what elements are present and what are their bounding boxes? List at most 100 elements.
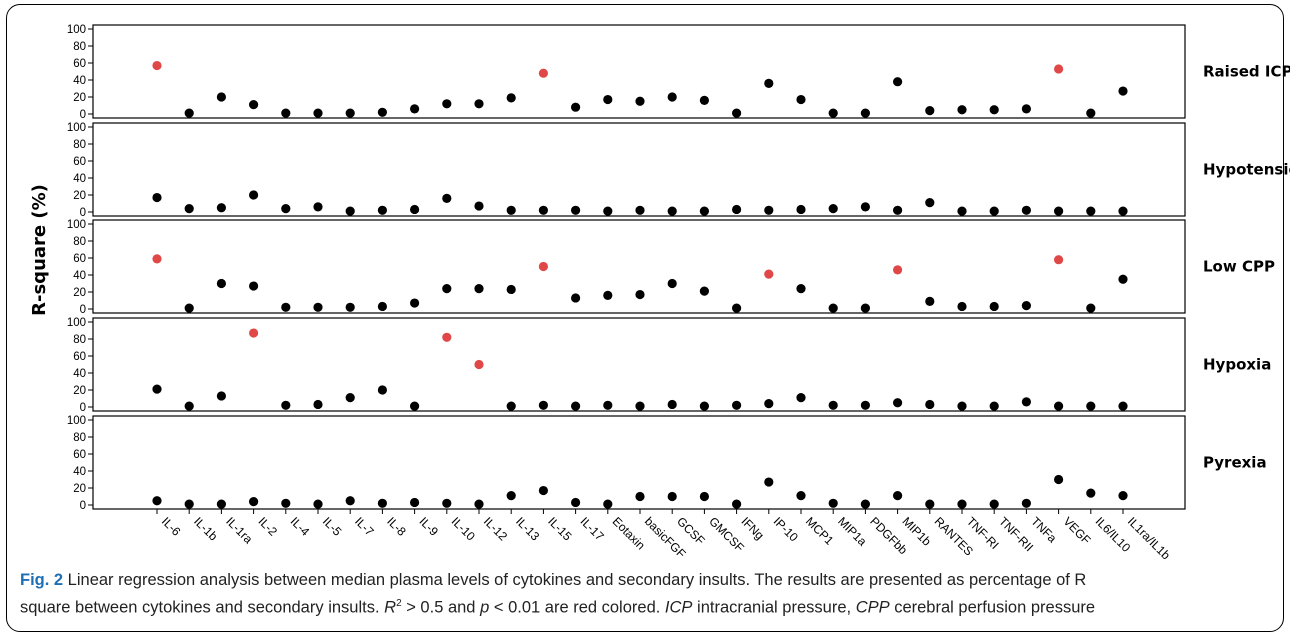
data-point-IL-8 bbox=[377, 301, 387, 312]
y-tick-label: 80 bbox=[73, 432, 86, 444]
data-point-IL6/IL10 bbox=[1086, 303, 1096, 313]
data-point-IL-12 bbox=[474, 201, 484, 211]
data-point-basicFGF bbox=[635, 205, 645, 215]
data-point-IL-12 bbox=[474, 359, 484, 370]
caption-line2a: square between cytokines and secondary i… bbox=[20, 598, 385, 617]
data-point-GMCSF bbox=[699, 286, 710, 296]
data-point-MCP1 bbox=[796, 393, 806, 403]
data-point-IL-13 bbox=[506, 284, 516, 295]
data-point-IL-2 bbox=[249, 497, 259, 507]
data-point-MIP1b bbox=[893, 265, 903, 275]
data-point-GCSF bbox=[667, 206, 677, 216]
x-tick-label: MIP1a bbox=[835, 514, 870, 549]
data-point-basicFGF bbox=[635, 401, 645, 411]
data-point-IL-9 bbox=[410, 497, 420, 508]
data-point-IL-9 bbox=[410, 401, 420, 411]
panel-frame bbox=[92, 317, 1186, 412]
data-point-IL-1ra bbox=[216, 203, 226, 213]
panel-raised-icp: 0 20 40 60 80 100 Raised ICP bbox=[67, 24, 1290, 121]
data-point-MIP1b bbox=[893, 398, 903, 408]
panel-low-cpp: 0 20 40 60 80 100 Low CPP bbox=[67, 219, 1275, 316]
x-tick-label: IL-13 bbox=[513, 514, 542, 543]
data-point-PDGFbb bbox=[860, 499, 871, 509]
data-point-IFNg bbox=[732, 400, 742, 410]
data-point-TNF-RII bbox=[989, 401, 999, 411]
data-point-TNFa bbox=[1021, 397, 1031, 407]
y-tick-label: 60 bbox=[73, 156, 86, 168]
data-point-IP-10 bbox=[764, 78, 774, 88]
data-point-TNFa bbox=[1021, 205, 1031, 215]
data-point-GCSF bbox=[667, 92, 677, 102]
data-point-IL-17 bbox=[571, 293, 581, 303]
data-point-PDGFbb bbox=[860, 400, 871, 410]
data-point-IL-6 bbox=[152, 496, 162, 506]
data-point-RANTES bbox=[925, 198, 935, 208]
data-point-IL-7 bbox=[345, 393, 355, 403]
data-point-IL-5 bbox=[313, 202, 323, 212]
data-point-IP-10 bbox=[764, 477, 774, 487]
data-point-IL-10 bbox=[442, 332, 452, 342]
data-point-IL-8 bbox=[377, 205, 387, 215]
data-point-IL-9 bbox=[410, 104, 420, 114]
y-tick-label: 0 bbox=[80, 304, 86, 316]
data-point-MIP1a bbox=[828, 108, 838, 118]
data-point-MIP1a bbox=[828, 498, 838, 508]
data-point-VEGF bbox=[1054, 474, 1064, 485]
y-tick-label: 20 bbox=[73, 385, 86, 397]
data-point-basicFGF bbox=[635, 491, 645, 502]
y-tick-label: 100 bbox=[67, 415, 86, 427]
data-point-IFNg bbox=[732, 108, 742, 118]
data-point-IL-7 bbox=[345, 496, 355, 506]
data-point-GMCSF bbox=[699, 95, 710, 105]
y-axis-label: R-square (%) bbox=[29, 184, 50, 316]
y-tick-label: 40 bbox=[73, 466, 86, 478]
data-point-IFNg bbox=[732, 303, 742, 313]
data-point-IL-10 bbox=[442, 498, 452, 508]
data-point-IL-7 bbox=[345, 302, 355, 312]
data-point-MIP1b bbox=[893, 205, 903, 215]
data-point-GCSF bbox=[667, 491, 677, 502]
data-point-IL-10 bbox=[442, 193, 452, 203]
y-tick-label: 40 bbox=[73, 368, 86, 380]
data-point-IL-4 bbox=[281, 302, 291, 312]
y-tick-label: 20 bbox=[73, 483, 86, 495]
y-tick-label: 20 bbox=[73, 92, 86, 104]
y-tick-label: 20 bbox=[73, 190, 86, 202]
data-point-IL-1ra bbox=[216, 278, 226, 289]
data-point-IP-10 bbox=[764, 269, 774, 279]
data-point-Eotaxin bbox=[603, 94, 613, 105]
data-point-IL-1b bbox=[184, 401, 194, 411]
data-point-IL-6 bbox=[152, 192, 162, 203]
data-point-IL-5 bbox=[313, 108, 323, 118]
y-tick-label: 60 bbox=[73, 253, 86, 265]
data-point-IL-15 bbox=[538, 485, 549, 496]
data-point-IL1ra/IL1b bbox=[1118, 274, 1128, 284]
y-tick-label: 20 bbox=[73, 287, 86, 299]
x-tick-labels: IL-6 IL-1b IL-1ra IL-2 IL-4 IL-5 IL-7 IL-8 IL-9 I… bbox=[156, 509, 1173, 563]
y-tick-label: 60 bbox=[73, 351, 86, 363]
data-point-IL-17 bbox=[571, 205, 581, 215]
data-point-VEGF bbox=[1054, 401, 1064, 411]
data-point-TNFa bbox=[1021, 301, 1031, 311]
x-tick-label: IL-17 bbox=[577, 514, 606, 543]
data-point-PDGFbb bbox=[860, 202, 871, 212]
data-point-IL-1ra bbox=[216, 92, 226, 102]
data-point-Eotaxin bbox=[603, 499, 613, 509]
data-point-Eotaxin bbox=[603, 400, 613, 410]
data-point-IL1ra/IL1b bbox=[1118, 206, 1128, 216]
caption-fig-label: Fig. 2 bbox=[20, 571, 64, 589]
figure-caption: Fig. 2 Linear regression analysis betwee… bbox=[20, 568, 1275, 620]
data-point-VEGF bbox=[1054, 255, 1064, 265]
data-point-MIP1a bbox=[828, 303, 838, 313]
y-tick-label: 100 bbox=[67, 317, 86, 329]
data-point-IL6/IL10 bbox=[1086, 488, 1096, 498]
data-point-IL-13 bbox=[506, 491, 516, 501]
data-point-IL1ra/IL1b bbox=[1118, 86, 1128, 96]
data-point-IL-2 bbox=[249, 281, 259, 291]
y-tick-label: 80 bbox=[73, 334, 86, 346]
y-tick-label: 0 bbox=[80, 109, 86, 121]
data-point-IFNg bbox=[732, 204, 742, 215]
panel-label: Hypoxia bbox=[1203, 356, 1271, 374]
x-tick-label: IL-10 bbox=[449, 514, 478, 543]
panel-hypoxia: 0 20 40 60 80 100 Hypoxia bbox=[67, 317, 1272, 414]
